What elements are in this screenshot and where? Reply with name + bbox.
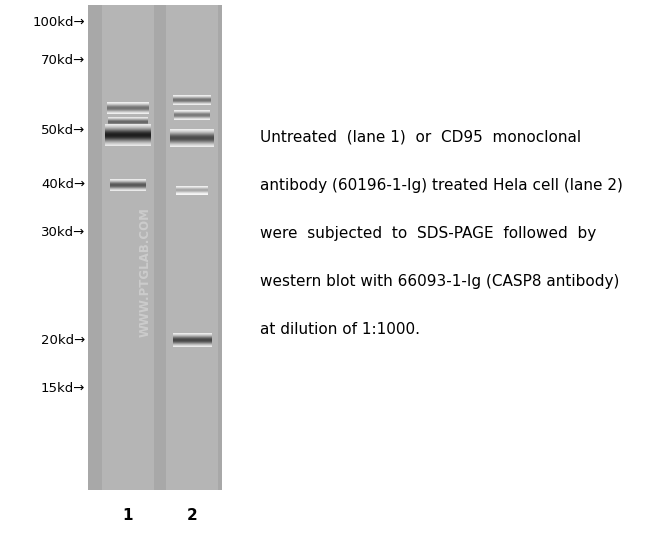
Text: 1: 1: [123, 508, 133, 522]
Text: 20kd→: 20kd→: [41, 333, 85, 346]
Text: WWW.PTGLAB.COM: WWW.PTGLAB.COM: [138, 207, 151, 337]
Text: were  subjected  to  SDS-PAGE  followed  by: were subjected to SDS-PAGE followed by: [260, 226, 596, 241]
Text: Untreated  (lane 1)  or  CD95  monoclonal: Untreated (lane 1) or CD95 monoclonal: [260, 130, 581, 145]
Text: 15kd→: 15kd→: [40, 382, 85, 395]
Bar: [102, 5, 154, 490]
Text: 50kd→: 50kd→: [41, 123, 85, 136]
Text: at dilution of 1:1000.: at dilution of 1:1000.: [260, 322, 420, 337]
Text: 2: 2: [187, 508, 198, 522]
Text: 40kd→: 40kd→: [41, 179, 85, 192]
Text: 30kd→: 30kd→: [41, 226, 85, 239]
Bar: [166, 5, 218, 490]
Text: antibody (60196-1-Ig) treated Hela cell (lane 2): antibody (60196-1-Ig) treated Hela cell …: [260, 178, 623, 193]
Text: western blot with 66093-1-Ig (CASP8 antibody): western blot with 66093-1-Ig (CASP8 anti…: [260, 274, 619, 289]
Bar: [88, 5, 222, 490]
Text: 70kd→: 70kd→: [41, 54, 85, 66]
Text: 100kd→: 100kd→: [32, 16, 85, 28]
